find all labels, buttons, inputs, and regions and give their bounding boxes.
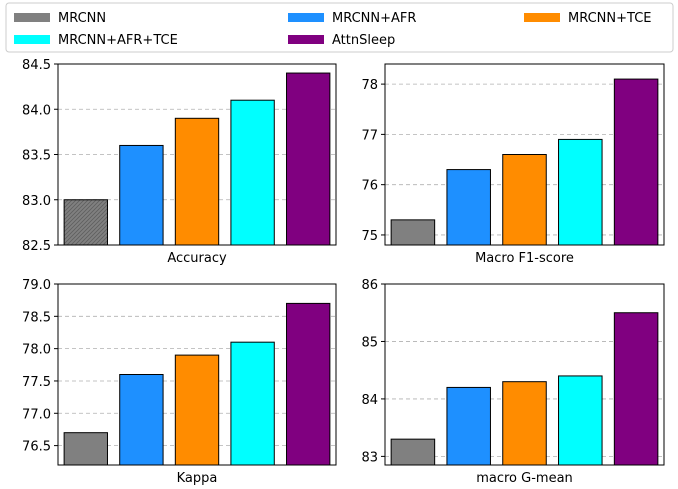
subplot: 76.5 77.0 77.5 78.0 78.5 79.0 Kappa <box>22 278 337 486</box>
bar <box>390 438 436 466</box>
legend-label: MRCNN+TCE <box>568 11 652 26</box>
axes-frame <box>57 63 337 246</box>
bar <box>446 169 491 246</box>
legend-swatch <box>14 13 50 22</box>
bar <box>613 78 659 246</box>
bar <box>174 354 220 466</box>
legend-frame <box>5 2 674 53</box>
bar <box>446 386 491 466</box>
legend-swatch <box>288 13 324 22</box>
bar <box>502 381 547 466</box>
bar <box>230 99 275 246</box>
y-tick-label: 84.5 <box>22 58 51 73</box>
y-tick-label: 83.0 <box>22 194 51 209</box>
bar <box>174 117 220 246</box>
y-tick-label: 85 <box>361 335 378 350</box>
bar <box>63 199 108 246</box>
subplots: 82.5 83.0 83.5 84.0 84.5 Accuracy 75 76 77 78 Macr… <box>22 58 665 486</box>
y-tick-label: 83 <box>361 450 378 465</box>
y-tick-label: 77.5 <box>22 375 51 390</box>
y-tick-label: 84.0 <box>22 103 51 118</box>
y-tick-label: 76.5 <box>22 440 51 455</box>
bar <box>558 375 603 466</box>
y-tick-label: 83.5 <box>22 149 51 164</box>
axes-frame <box>57 283 337 466</box>
x-axis-label: Accuracy <box>167 251 227 266</box>
y-tick-label: 79.0 <box>22 278 51 293</box>
y-tick-label: 77 <box>361 128 378 143</box>
y-tick-label: 86 <box>361 278 378 293</box>
bar <box>286 302 331 466</box>
y-tick-label: 84 <box>361 393 378 408</box>
axes-frame <box>384 283 665 466</box>
legend-label: AttnSleep <box>332 33 395 48</box>
subplot: 83 84 85 86 macro G-mean <box>361 278 665 486</box>
x-axis-label: macro G-mean <box>476 471 573 486</box>
axes-frame <box>384 63 665 246</box>
legend-label: MRCNN <box>58 11 106 26</box>
legend-swatch <box>14 35 50 44</box>
bar <box>558 138 603 246</box>
bar <box>613 312 659 466</box>
legend-label: MRCNN+AFR+TCE <box>58 33 178 48</box>
x-axis-label: Kappa <box>177 471 218 486</box>
y-tick-label: 77.0 <box>22 407 51 422</box>
y-tick-label: 78.5 <box>22 310 51 325</box>
y-tick-label: 78 <box>361 78 378 93</box>
subplot: 75 76 77 78 Macro F1-score <box>361 63 665 266</box>
legend-label: MRCNN+AFR <box>332 11 416 26</box>
bar <box>119 144 164 246</box>
y-tick-label: 76 <box>361 179 378 194</box>
legend-swatch <box>288 35 324 44</box>
bar <box>502 154 547 246</box>
y-tick-label: 78.0 <box>22 343 51 358</box>
bar <box>230 341 275 466</box>
subplot: 82.5 83.0 83.5 84.0 84.5 Accuracy <box>22 58 337 266</box>
y-tick-label: 75 <box>361 229 378 244</box>
bar <box>63 432 108 466</box>
y-tick-label: 82.5 <box>22 239 51 254</box>
bar <box>119 374 164 466</box>
x-axis-label: Macro F1-score <box>475 251 574 266</box>
bar <box>286 72 331 246</box>
legend-swatch <box>524 13 560 22</box>
bar <box>390 219 436 246</box>
legend: MRCNN MRCNN+AFR MRCNN+TCE MRCNN+AFR+TCE Attn… <box>5 2 674 53</box>
